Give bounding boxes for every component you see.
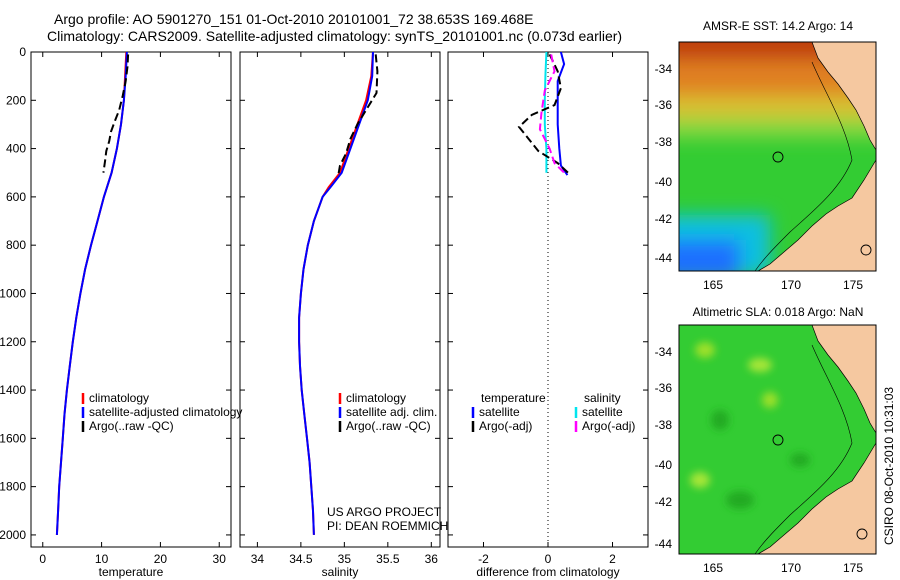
sla-map-x-ticks: 165 170 175 [703,561,863,575]
salinity-x-axis-label: salinity [322,565,359,579]
depth-y-tick-label: 1800 [0,480,26,494]
salinity-legend-entry: climatology [346,391,406,405]
diff-legend-entry: satellite [479,405,520,419]
temperature-x-tick-label: 0 [39,552,46,566]
sst-map-y-tick: -36 [655,98,673,112]
temperature-legend-entry: Argo(..raw -QC) [89,419,174,433]
salinity-axes-frame [239,51,441,548]
sla-map [679,325,876,554]
sst-map-x-ticks: 165 170 175 [703,278,863,292]
salinity-series-line [337,54,379,176]
temperature-legend-entry: climatology [89,391,149,405]
bathymetry-contour [754,344,853,554]
sla-map-y-tick: -44 [655,537,673,551]
salinity-x-tick-label: 34 [251,552,265,566]
depth-y-tick-label: 800 [6,238,26,252]
sla-map-y-tick: -36 [655,381,673,395]
temperature-x-tick-label: 20 [154,552,168,566]
nz-landmass [757,325,876,554]
marker-secondary [856,528,868,540]
diff-legend-entry: Argo(-adj) [479,419,532,433]
project-annotation: PI: DEAN ROEMMICH [327,519,448,533]
depth-y-tick-label: 0 [19,45,26,59]
difference-series-line [538,54,565,174]
sla-map-x-tick: 165 [703,561,723,575]
diff-legend-entry: Argo(-adj) [582,419,635,433]
sst-map-y-tick: -40 [655,175,673,189]
temperature-x-tick-label: 30 [213,552,227,566]
temperature-legend-entry: satellite-adjusted climatology [89,405,242,419]
depth-y-tick-label: 600 [6,190,26,204]
sla-map-x-tick: 170 [781,561,801,575]
salinity-legend-entry: satellite adj. clim. [346,405,437,419]
figure-title-line2: Climatology: CARS2009. Satellite-adjuste… [47,28,623,44]
sst-map-x-tick: 165 [703,278,723,292]
difference-x-tick-label: -2 [478,552,489,566]
salinity-x-tick-label: 36 [425,552,439,566]
salinity-x-tick-label: 35.5 [376,552,400,566]
bathymetry-contour [754,61,853,271]
temperature-x-tick-label: 10 [95,552,109,566]
diff-legend-salinity-heading: salinity [584,391,621,405]
sst-map-x-tick: 175 [843,278,863,292]
salinity-series-line [298,51,374,535]
temperature-series-line [102,54,130,173]
difference-series-line [543,51,548,173]
difference-x-tick-label: 2 [609,552,616,566]
difference-x-axis-label: difference from climatology [476,565,619,579]
difference-series-line [556,51,569,176]
sst-map-y-tick: -42 [655,212,673,226]
depth-y-tick-label: 1400 [0,383,26,397]
diff-legend-entry: satellite [582,405,623,419]
depth-y-tick-label: 200 [6,93,26,107]
sst-map-frame [678,41,877,272]
sla-map-y-tick: -42 [655,495,673,509]
depth-y-tick-label: 1000 [0,286,26,300]
temperature-axes-frame [30,51,232,548]
temperature-series-line [55,51,128,535]
salinity-legend-entry: Argo(..raw -QC) [346,419,431,433]
depth-y-tick-label: 1600 [0,431,26,445]
nz-landmass [757,42,876,271]
sst-map-y-tick: -44 [655,251,673,265]
difference-series-line [517,53,572,176]
sst-map-y-ticks: -34 -36 -38 -40 -42 -44 [655,62,673,265]
sla-map-y-tick: -34 [655,345,673,359]
depth-y-tick-label: 400 [6,142,26,156]
sla-map-title: Altimetric SLA: 0.018 Argo: NaN [693,305,864,319]
temperature-x-axis-label: temperature [99,565,164,579]
sla-map-y-tick: -38 [655,418,673,432]
sst-map-title: AMSR-E SST: 14.2 Argo: 14 [703,19,853,33]
project-annotation: US ARGO PROJECT [327,505,442,519]
argo-float-marker [772,151,784,163]
salinity-x-tick-label: 34.5 [289,552,313,566]
diff-legend-temperature-heading: temperature [481,391,546,405]
difference-x-tick-label: 0 [545,552,552,566]
sst-map-y-tick: -38 [655,135,673,149]
sst-map [679,42,876,271]
csiro-timestamp: CSIRO 08-Oct-2010 10:31:03 [882,387,896,545]
sla-map-frame [678,324,877,555]
figure-title-line1: Argo profile: AO 5901270_151 01-Oct-2010… [54,11,534,27]
marker-secondary [860,244,872,256]
depth-y-tick-label: 1200 [0,335,26,349]
sla-map-y-tick: -40 [655,458,673,472]
sst-map-x-tick: 170 [781,278,801,292]
sla-map-y-ticks: -34 -36 -38 -40 -42 -44 [655,345,673,551]
argo-float-marker [772,434,784,446]
salinity-x-tick-label: 35 [338,552,352,566]
sla-map-x-tick: 175 [843,561,863,575]
sst-map-y-tick: -34 [655,62,673,76]
depth-y-tick-label: 2000 [0,528,26,542]
